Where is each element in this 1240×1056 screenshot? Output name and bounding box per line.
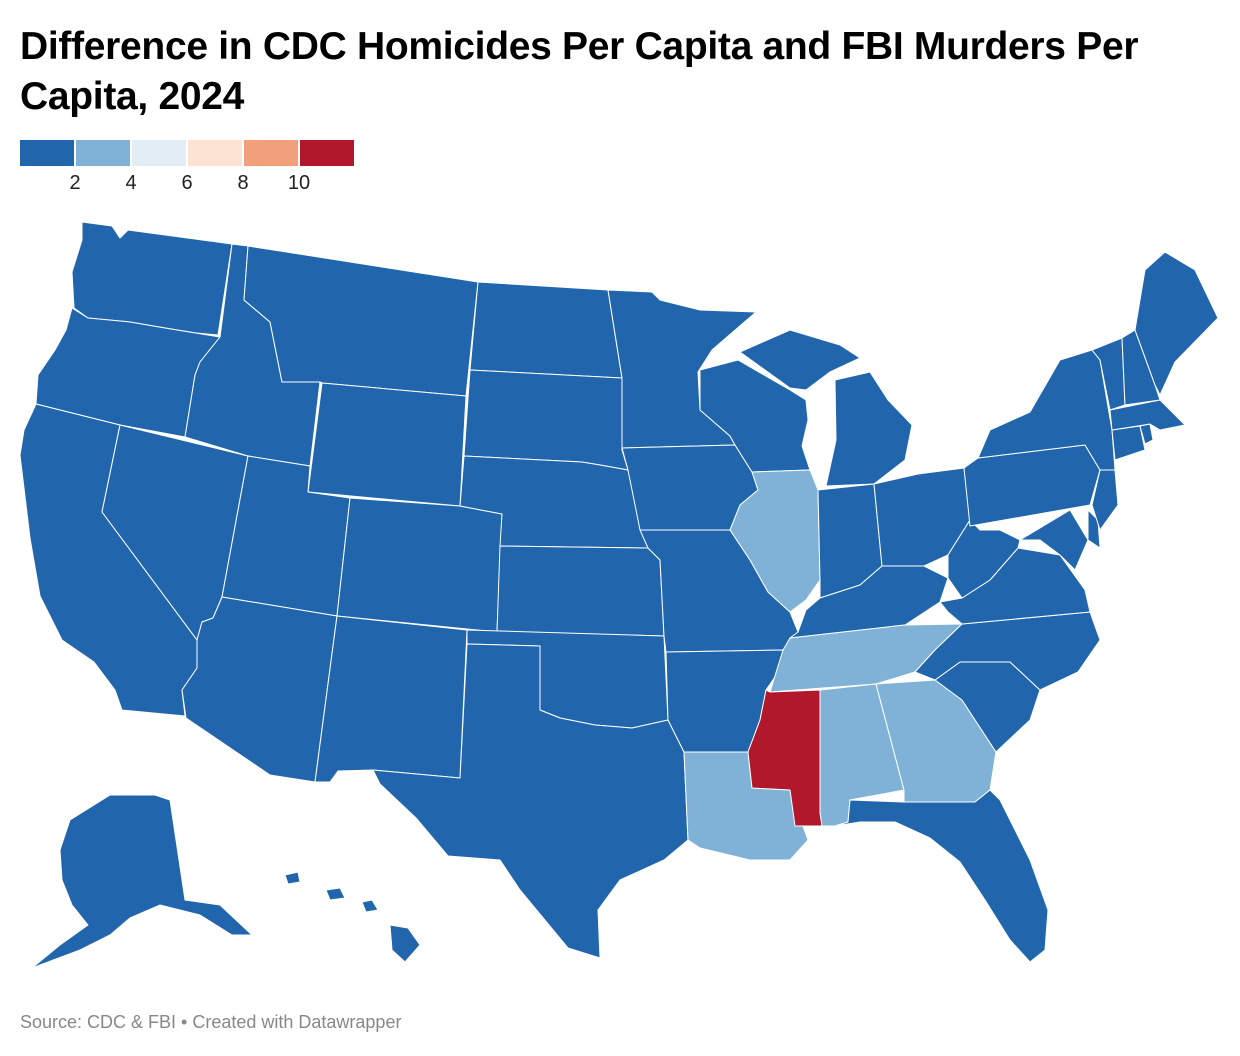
legend-swatches bbox=[20, 140, 356, 166]
legend-tick-2: 2 bbox=[69, 172, 81, 194]
state-colorado bbox=[336, 497, 503, 633]
legend-swatch-2 bbox=[132, 140, 186, 166]
state-maryland bbox=[1019, 509, 1089, 571]
state-connecticut bbox=[1111, 425, 1146, 461]
state-hawaii bbox=[284, 871, 421, 963]
state-florida bbox=[834, 789, 1049, 963]
legend-tick-10: 10 bbox=[287, 172, 311, 194]
state-illinois bbox=[729, 469, 821, 613]
state-north-carolina bbox=[914, 611, 1101, 691]
state-wisconsin bbox=[699, 359, 811, 473]
state-south-dakota bbox=[463, 369, 629, 471]
legend-tick-8: 8 bbox=[237, 172, 249, 194]
chart-title: Difference in CDC Homicides Per Capita a… bbox=[20, 25, 1139, 118]
color-legend: 2 4 6 8 10 bbox=[20, 140, 356, 200]
state-alaska bbox=[31, 794, 253, 969]
state-wyoming bbox=[307, 382, 467, 507]
legend-swatch-4 bbox=[244, 140, 298, 166]
state-michigan bbox=[739, 329, 913, 487]
state-arizona bbox=[181, 596, 338, 783]
state-new-mexico bbox=[314, 615, 468, 783]
legend-swatch-1 bbox=[76, 140, 130, 166]
state-maine bbox=[1134, 251, 1219, 396]
legend-tick-4: 4 bbox=[125, 172, 137, 194]
legend-swatch-3 bbox=[188, 140, 242, 166]
legend-tick-6: 6 bbox=[181, 172, 193, 194]
state-vermont bbox=[1091, 337, 1126, 411]
legend-swatch-5 bbox=[300, 140, 354, 166]
us-states-map bbox=[19, 221, 1219, 969]
state-north-dakota bbox=[469, 281, 623, 379]
state-kansas bbox=[496, 545, 665, 637]
state-washington bbox=[71, 221, 233, 336]
source-note: Source: CDC & FBI • Created with Datawra… bbox=[20, 1012, 402, 1032]
legend-swatch-0 bbox=[20, 140, 74, 166]
state-montana bbox=[243, 245, 479, 397]
state-texas bbox=[372, 643, 689, 959]
state-new-hampshire bbox=[1121, 329, 1161, 406]
